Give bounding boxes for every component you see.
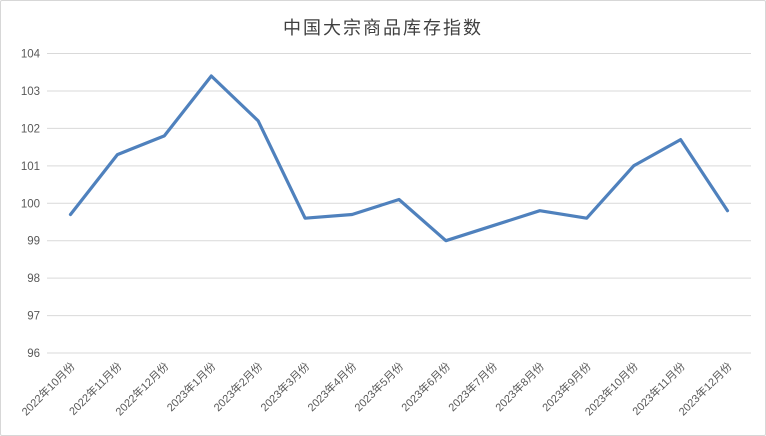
x-axis-tick-label: 2023年3月份 <box>257 359 312 414</box>
x-axis-tick-label: 2023年9月份 <box>539 359 594 414</box>
y-axis-tick-label: 99 <box>27 236 40 248</box>
y-axis-tick-label: 100 <box>21 198 40 210</box>
x-axis-tick-label: 2023年7月份 <box>445 359 500 414</box>
x-axis-tick-label: 2023年2月份 <box>210 359 265 414</box>
x-axis-tick-label: 2023年4月份 <box>304 359 359 414</box>
y-axis-tick-label: 96 <box>27 348 40 360</box>
y-axis-tick-label: 103 <box>21 86 40 98</box>
x-axis-tick-label: 2023年8月份 <box>492 359 547 414</box>
x-axis-tick-label: 2023年1月份 <box>164 359 219 414</box>
y-axis-tick-label: 97 <box>27 311 40 323</box>
y-axis-tick-label: 102 <box>21 123 40 135</box>
data-series-line <box>68 74 730 243</box>
y-axis-tick-label: 104 <box>21 49 41 61</box>
y-axis-tick-label: 98 <box>27 273 40 285</box>
x-axis-tick-label: 2023年5月份 <box>351 359 406 414</box>
x-axis-tick-label: 2023年6月份 <box>398 359 453 414</box>
y-axis-tick-label: 101 <box>21 161 40 173</box>
